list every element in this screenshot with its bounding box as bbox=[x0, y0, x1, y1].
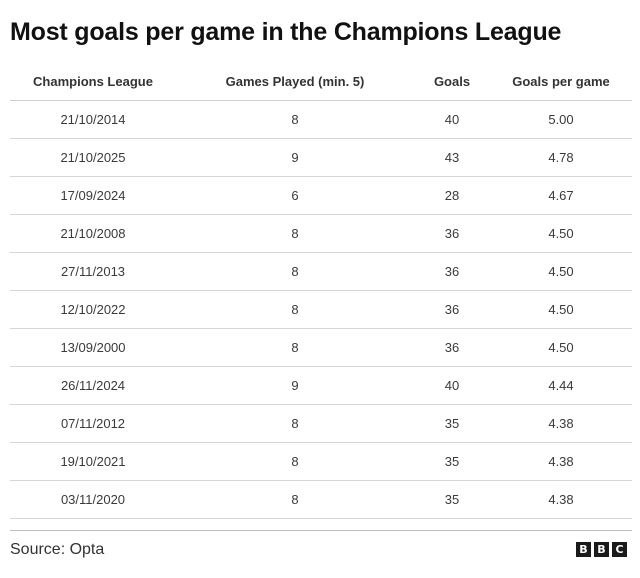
table-cell: 4.78 bbox=[490, 138, 632, 177]
chart-title: Most goals per game in the Champions Lea… bbox=[10, 18, 562, 46]
header-row: Champions League Games Played (min. 5) Goa… bbox=[10, 62, 632, 101]
table-cell: 8 bbox=[176, 100, 414, 139]
table-cell: 07/11/2012 bbox=[10, 404, 176, 443]
table-cell: 19/10/2021 bbox=[10, 442, 176, 481]
table-cell: 4.50 bbox=[490, 328, 632, 367]
table-row: 21/10/2008 8 36 4.50 bbox=[10, 214, 632, 253]
table-cell: 4.38 bbox=[490, 404, 632, 443]
column-header: Goals per game bbox=[490, 62, 632, 101]
table-cell: 28 bbox=[414, 176, 490, 215]
table-cell: 26/11/2024 bbox=[10, 366, 176, 405]
table-cell: 13/09/2000 bbox=[10, 328, 176, 367]
table-row: 17/09/2024 6 28 4.67 bbox=[10, 176, 632, 215]
table-cell: 40 bbox=[414, 366, 490, 405]
table-cell: 4.50 bbox=[490, 252, 632, 291]
table-cell: 21/10/2014 bbox=[10, 100, 176, 139]
table-row: 27/11/2013 8 36 4.50 bbox=[10, 252, 632, 291]
table-cell: 9 bbox=[176, 138, 414, 177]
table-row: 19/10/2021 8 35 4.38 bbox=[10, 442, 632, 481]
goals-table: Champions League Games Played (min. 5) Goa… bbox=[10, 62, 632, 519]
table-cell: 36 bbox=[414, 328, 490, 367]
table-cell: 43 bbox=[414, 138, 490, 177]
table-cell: 8 bbox=[176, 252, 414, 291]
source-note: Source: Opta bbox=[10, 541, 105, 558]
table-row: 07/11/2012 8 35 4.38 bbox=[10, 404, 632, 443]
table-header: Champions League Games Played (min. 5) Goa… bbox=[10, 62, 632, 101]
table-cell: 35 bbox=[414, 480, 490, 519]
table-cell: 21/10/2025 bbox=[10, 138, 176, 177]
bbc-logo: B B C bbox=[576, 542, 627, 557]
table-row: 03/11/2020 8 35 4.38 bbox=[10, 480, 632, 519]
table-cell: 6 bbox=[176, 176, 414, 215]
table-cell: 40 bbox=[414, 100, 490, 139]
table-cell: 4.38 bbox=[490, 480, 632, 519]
table-cell: 17/09/2024 bbox=[10, 176, 176, 215]
table-cell: 27/11/2013 bbox=[10, 252, 176, 291]
bbc-logo-letter-b1: B bbox=[576, 542, 591, 557]
table-body: 21/10/2014 8 40 5.00 21/10/2025 9 43 4.78 17/09/… bbox=[10, 100, 632, 519]
table-cell: 8 bbox=[176, 404, 414, 443]
table-cell: 4.44 bbox=[490, 366, 632, 405]
table-cell: 12/10/2022 bbox=[10, 290, 176, 329]
table-cell: 36 bbox=[414, 290, 490, 329]
table-row: 21/10/2014 8 40 5.00 bbox=[10, 100, 632, 139]
table-cell: 35 bbox=[414, 442, 490, 481]
table-cell: 4.38 bbox=[490, 442, 632, 481]
table-cell: 8 bbox=[176, 290, 414, 329]
table-cell: 36 bbox=[414, 214, 490, 253]
table-cell: 21/10/2008 bbox=[10, 214, 176, 253]
table-cell: 4.50 bbox=[490, 290, 632, 329]
table-cell: 8 bbox=[176, 328, 414, 367]
table-row: 12/10/2022 8 36 4.50 bbox=[10, 290, 632, 329]
table-cell: 5.00 bbox=[490, 100, 632, 139]
table-cell: 8 bbox=[176, 442, 414, 481]
footer-divider bbox=[10, 530, 632, 531]
table-cell: 8 bbox=[176, 214, 414, 253]
table-row: 13/09/2000 8 36 4.50 bbox=[10, 328, 632, 367]
column-header: Champions League bbox=[10, 62, 176, 101]
table-cell: 03/11/2020 bbox=[10, 480, 176, 519]
table-row: 26/11/2024 9 40 4.44 bbox=[10, 366, 632, 405]
bbc-logo-letter-c: C bbox=[612, 542, 627, 557]
column-header: Games Played (min. 5) bbox=[176, 62, 414, 101]
table-cell: 35 bbox=[414, 404, 490, 443]
table-row: 21/10/2025 9 43 4.78 bbox=[10, 138, 632, 177]
table-cell: 4.67 bbox=[490, 176, 632, 215]
table-cell: 36 bbox=[414, 252, 490, 291]
table-cell: 8 bbox=[176, 480, 414, 519]
column-header: Goals bbox=[414, 62, 490, 101]
bbc-logo-letter-b2: B bbox=[594, 542, 609, 557]
table-cell: 4.50 bbox=[490, 214, 632, 253]
table-cell: 9 bbox=[176, 366, 414, 405]
